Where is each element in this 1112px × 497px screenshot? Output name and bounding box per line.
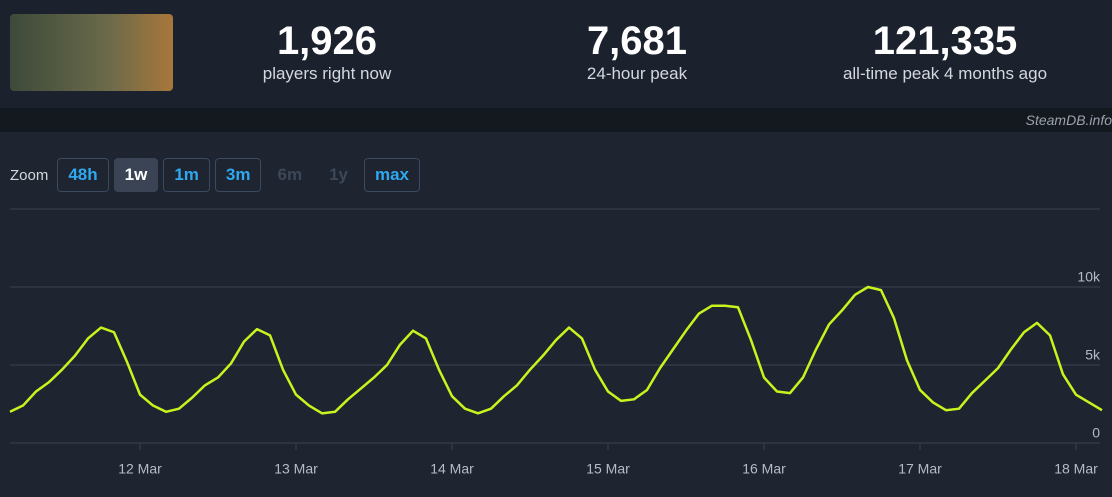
zoom-button[interactable]: 1w <box>113 158 159 192</box>
zoom-button[interactable]: 3m <box>214 158 262 192</box>
stat-label: all-time peak 4 months ago <box>842 64 1048 83</box>
zoom-button[interactable]: max <box>363 158 421 192</box>
x-tick-label: 12 Mar <box>118 461 162 477</box>
x-tick-label: 17 Mar <box>898 461 942 477</box>
zoom-button[interactable]: 1m <box>163 158 210 192</box>
stat: 121,335 all-time peak 4 months ago <box>815 18 1075 84</box>
x-tick-label: 14 Mar <box>430 461 474 477</box>
x-tick-label: 15 Mar <box>586 461 630 477</box>
stat: 1,926 players right now <box>197 18 457 84</box>
x-tick-label: 16 Mar <box>742 461 786 477</box>
x-tick-label: 18 Mar <box>1054 461 1098 477</box>
zoom-button: 1y <box>329 165 348 184</box>
stat-label: 24-hour peak <box>586 64 688 83</box>
zoom-label: Zoom <box>10 166 49 184</box>
y-tick-label: 5k <box>1085 347 1101 363</box>
zoom-button[interactable]: 48h <box>57 158 109 192</box>
zoom-button: 6m <box>277 165 303 184</box>
zoom-bar: Zoom 48h 1w 1m 3m 6m 1y max <box>10 158 421 192</box>
header: 1,926 players right now 7,681 24-hour peak… <box>0 0 1112 108</box>
y-tick-label: 10k <box>1077 269 1101 285</box>
line <box>9 285 1103 415</box>
stat: 7,681 24-hour peak <box>507 18 767 84</box>
game-image <box>10 14 173 91</box>
band <box>0 108 1112 132</box>
y-tick-label: 0 <box>1092 425 1100 441</box>
stat-value: 121,335 <box>872 19 1018 63</box>
watermark: SteamDB.info <box>1025 112 1112 128</box>
x-tick-label: 13 Mar <box>274 461 318 477</box>
stat-value: 1,926 <box>276 19 378 63</box>
stat-value: 7,681 <box>586 19 688 63</box>
stat-label: players right now <box>262 64 392 83</box>
